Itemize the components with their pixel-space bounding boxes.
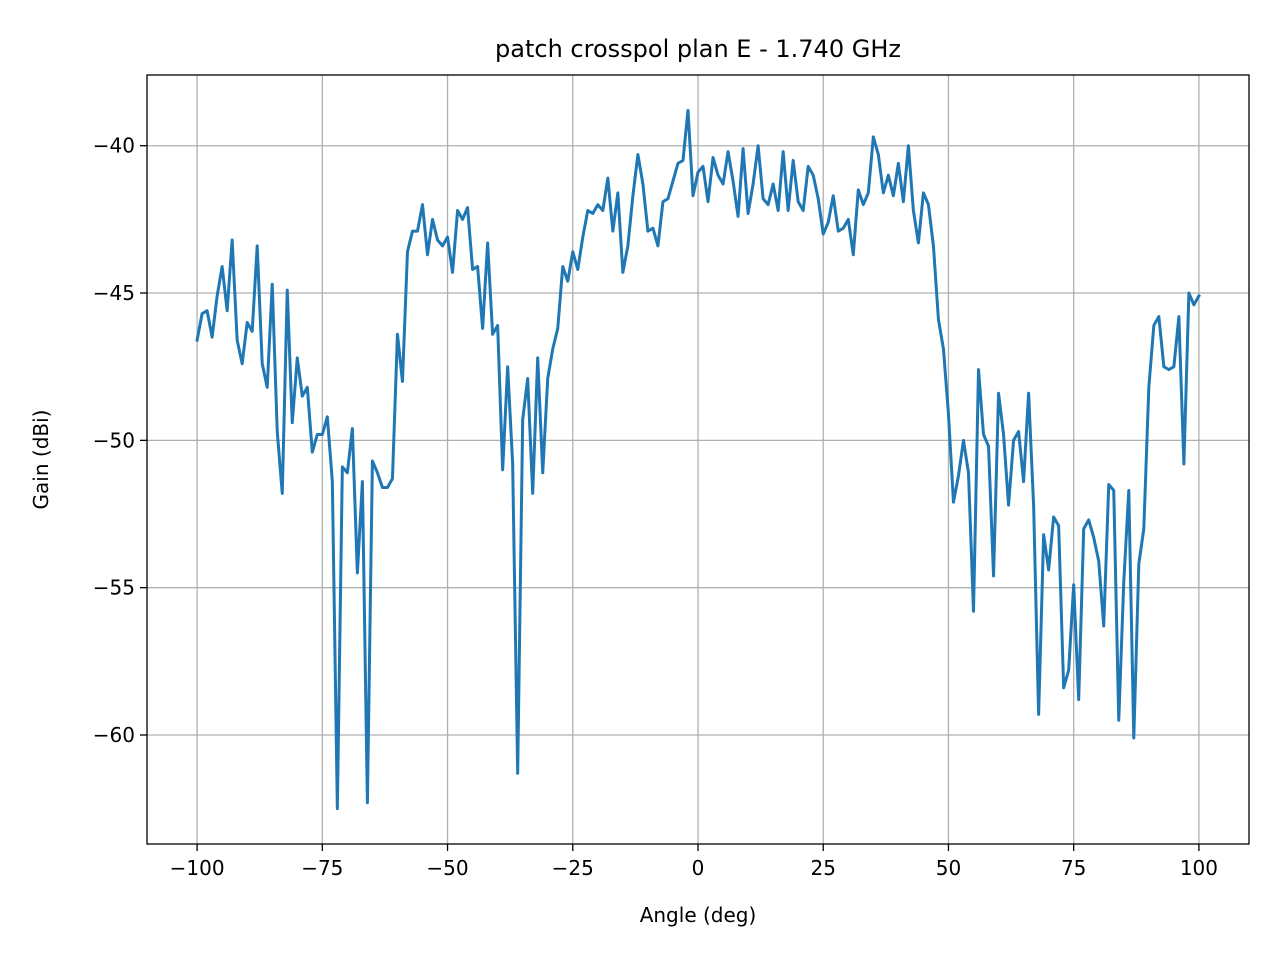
gain-series-line [195, 108, 1201, 811]
x-tick-label: −100 [170, 856, 225, 880]
x-tick-label: −50 [426, 856, 468, 880]
grid [147, 75, 1249, 844]
y-tick-label: −55 [93, 576, 135, 600]
x-tick-label: −25 [552, 856, 594, 880]
chart-title: patch crosspol plan E - 1.740 GHz [495, 35, 901, 63]
y-tick-label: −45 [93, 281, 135, 305]
x-tick-label: 50 [936, 856, 961, 880]
x-tick-label: 0 [692, 856, 705, 880]
x-tick-label: 25 [811, 856, 836, 880]
x-tick-label: −75 [301, 856, 343, 880]
y-tick-label: −40 [93, 134, 135, 158]
ticks: −100 −75 −50 −25 0 25 50 75 100 −60 −55 −50 −45 −40 [93, 134, 1218, 880]
x-axis-label: Angle (deg) [640, 903, 757, 927]
plot-lines [195, 108, 1201, 811]
x-tick-label: 75 [1061, 856, 1086, 880]
x-tick-label: 100 [1180, 856, 1218, 880]
y-tick-label: −60 [93, 723, 135, 747]
y-tick-label: −50 [93, 428, 135, 452]
y-axis-label: Gain (dBi) [29, 410, 53, 510]
